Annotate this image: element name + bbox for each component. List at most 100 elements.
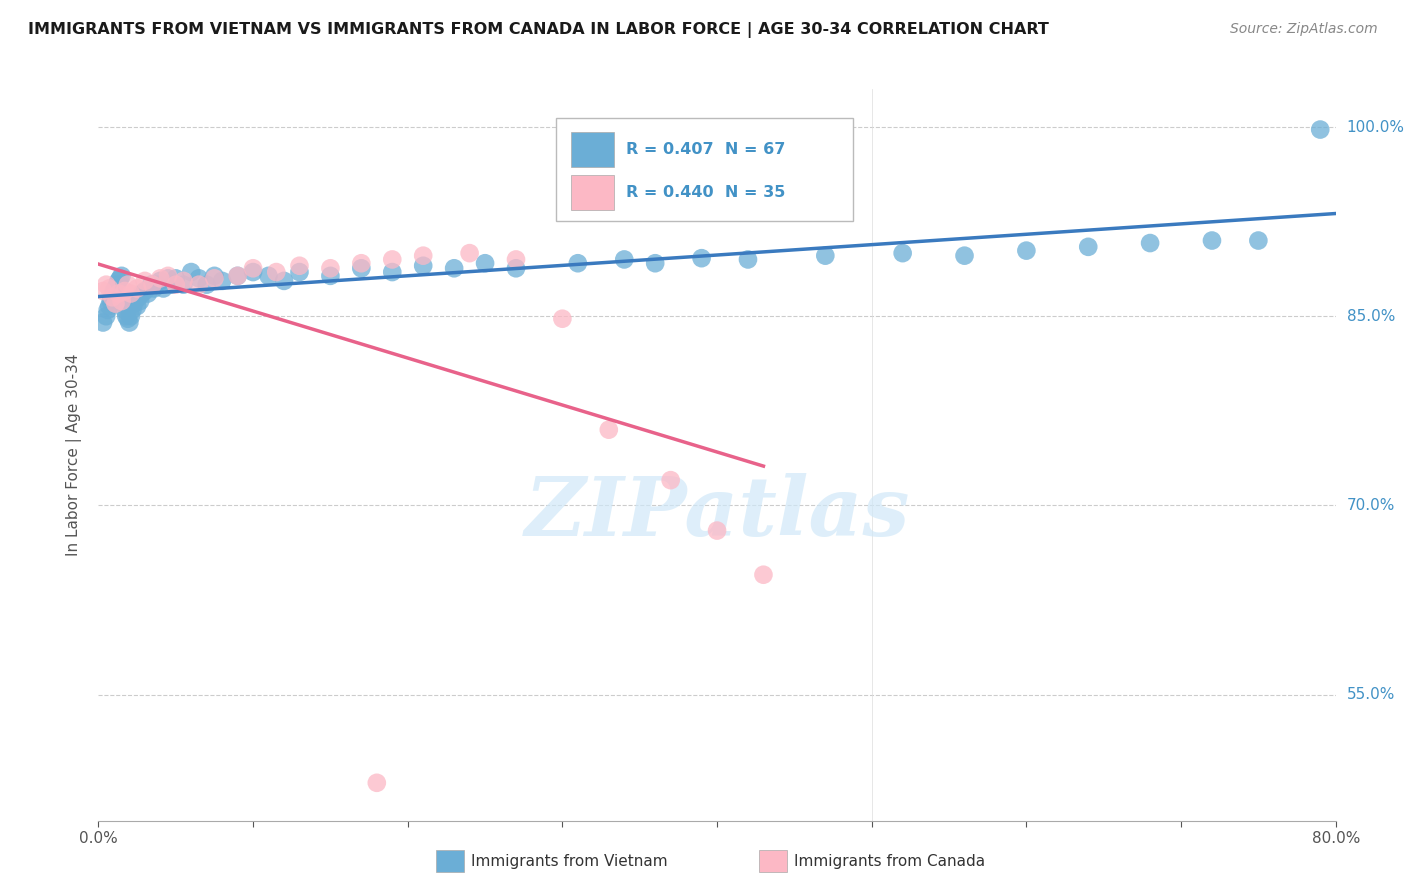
Point <box>115 309 138 323</box>
Point <box>264 265 288 279</box>
Point <box>162 277 184 292</box>
Point <box>474 256 496 270</box>
Point <box>104 281 127 295</box>
Point <box>381 265 404 279</box>
Point <box>105 277 128 292</box>
Point <box>706 524 728 538</box>
Text: Immigrants from Canada: Immigrants from Canada <box>794 855 986 869</box>
Text: ZIPatlas: ZIPatlas <box>524 474 910 553</box>
Point <box>752 567 775 582</box>
Point <box>188 277 211 292</box>
Point <box>891 246 914 260</box>
Point <box>188 271 211 285</box>
Point <box>100 294 122 309</box>
Point <box>953 249 976 263</box>
Point <box>1015 244 1038 258</box>
Point <box>412 259 434 273</box>
Point <box>567 256 589 270</box>
Point <box>101 290 124 304</box>
Point <box>96 309 118 323</box>
Text: IMMIGRANTS FROM VIETNAM VS IMMIGRANTS FROM CANADA IN LABOR FORCE | AGE 30-34 COR: IMMIGRANTS FROM VIETNAM VS IMMIGRANTS FR… <box>28 22 1049 38</box>
Point <box>180 265 202 279</box>
Point <box>111 268 132 283</box>
Point <box>104 296 127 310</box>
Point <box>107 286 129 301</box>
Point <box>204 271 226 285</box>
Point <box>319 268 342 283</box>
Y-axis label: In Labor Force | Age 30-34: In Labor Force | Age 30-34 <box>66 353 83 557</box>
Point <box>242 261 264 276</box>
Point <box>165 271 187 285</box>
Point <box>157 271 180 285</box>
Point <box>146 277 169 292</box>
Point <box>134 284 156 298</box>
FancyBboxPatch shape <box>571 132 614 168</box>
Point <box>129 294 152 309</box>
Point <box>505 261 527 276</box>
Point <box>141 277 165 292</box>
Point <box>117 277 139 292</box>
Point <box>98 281 121 295</box>
Point <box>458 246 481 260</box>
FancyBboxPatch shape <box>571 175 614 210</box>
Point <box>157 268 180 283</box>
Text: R = 0.407  N = 67: R = 0.407 N = 67 <box>626 143 785 157</box>
Point <box>139 277 162 292</box>
Point <box>97 302 120 317</box>
Point <box>131 286 153 301</box>
Point <box>127 281 149 295</box>
Point <box>127 299 149 313</box>
Point <box>226 268 249 283</box>
Point <box>505 252 527 267</box>
Point <box>195 277 218 292</box>
Point <box>551 311 574 326</box>
Point <box>613 252 636 267</box>
Point <box>412 249 434 263</box>
Point <box>103 286 125 301</box>
Point <box>118 316 141 330</box>
Text: Source: ZipAtlas.com: Source: ZipAtlas.com <box>1230 22 1378 37</box>
Point <box>211 274 233 288</box>
Point <box>319 261 342 276</box>
Point <box>117 311 139 326</box>
Point <box>111 294 132 309</box>
Point <box>366 776 388 790</box>
Text: 100.0%: 100.0% <box>1347 120 1405 135</box>
FancyBboxPatch shape <box>557 119 853 221</box>
Point <box>172 274 194 288</box>
Point <box>1309 122 1331 136</box>
Point <box>659 473 682 487</box>
Point <box>107 274 129 288</box>
Text: 70.0%: 70.0% <box>1347 498 1395 513</box>
Point <box>737 252 759 267</box>
Point <box>242 265 264 279</box>
Point <box>381 252 404 267</box>
Point <box>350 261 373 276</box>
Point <box>98 299 121 313</box>
Point <box>108 271 131 285</box>
Point <box>690 251 713 265</box>
Text: 55.0%: 55.0% <box>1347 687 1395 702</box>
Point <box>121 302 143 317</box>
Point <box>134 274 156 288</box>
Point <box>114 302 136 317</box>
Point <box>91 284 114 298</box>
Point <box>112 296 135 310</box>
Point <box>1201 234 1223 248</box>
Point <box>1247 234 1270 248</box>
Point <box>814 249 837 263</box>
Point <box>96 277 118 292</box>
Point <box>1077 240 1099 254</box>
Point <box>143 281 166 295</box>
Point <box>350 256 373 270</box>
Point <box>165 277 187 292</box>
Point <box>128 290 150 304</box>
Point <box>101 290 124 304</box>
Point <box>149 274 172 288</box>
Point <box>149 271 172 285</box>
Text: Immigrants from Vietnam: Immigrants from Vietnam <box>471 855 668 869</box>
Point <box>273 274 295 288</box>
Point <box>122 296 145 310</box>
Point <box>120 286 142 301</box>
Point <box>443 261 465 276</box>
